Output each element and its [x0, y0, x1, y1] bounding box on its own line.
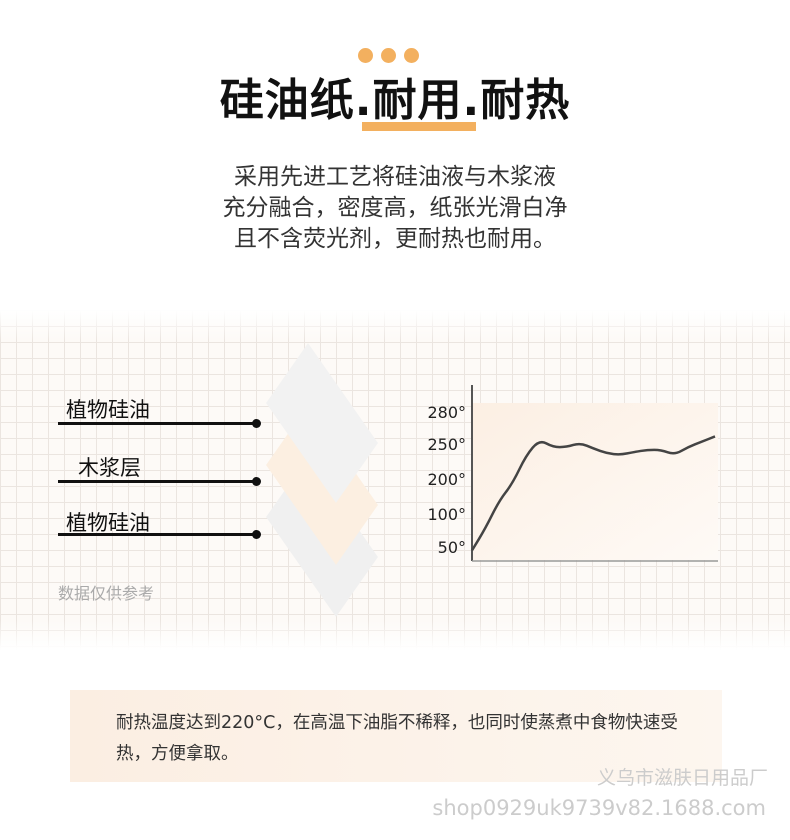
- temperature-chart: [470, 385, 718, 562]
- disclaimer-note: 数据仅供参考: [58, 584, 155, 603]
- y-tick-label: 250°: [427, 435, 466, 454]
- description: 采用先进工艺将硅油液与木浆液 充分融合，密度高，纸张光滑白净 且不含荧光剂，更耐热也…: [222, 164, 568, 252]
- y-tick-label: 280°: [427, 403, 466, 422]
- layer-label: 植物硅油: [66, 398, 150, 422]
- leader-line: [58, 419, 261, 428]
- y-tick-label: 200°: [427, 470, 466, 489]
- y-tick-label: 50°: [437, 538, 466, 557]
- page-title: 硅油纸.耐用.耐热: [219, 75, 571, 126]
- footer-text: 耐热温度达到220°C，在高温下油脂不稀释，也同时使蒸煮中食物快速受热，方便拿取…: [116, 713, 678, 764]
- temperature-curve: [470, 435, 716, 552]
- y-tick-label: 100°: [427, 505, 466, 524]
- chart-plot-area: [472, 403, 718, 560]
- watermark-shop: shop0929uk9739v82.1688.com: [432, 796, 766, 820]
- footer-info-box: 耐热温度达到220°C，在高温下油脂不稀释，也同时使蒸煮中食物快速受热，方便拿取…: [70, 690, 722, 782]
- decorative-dots: [358, 48, 419, 63]
- leader-line: [58, 477, 261, 486]
- leader-line: [58, 530, 261, 539]
- title-underline: [362, 122, 476, 131]
- watermark-company: 义乌市滋肤日用品厂: [596, 767, 768, 789]
- layer-label: 植物硅油: [66, 511, 150, 535]
- layer-label: 木浆层: [78, 456, 141, 480]
